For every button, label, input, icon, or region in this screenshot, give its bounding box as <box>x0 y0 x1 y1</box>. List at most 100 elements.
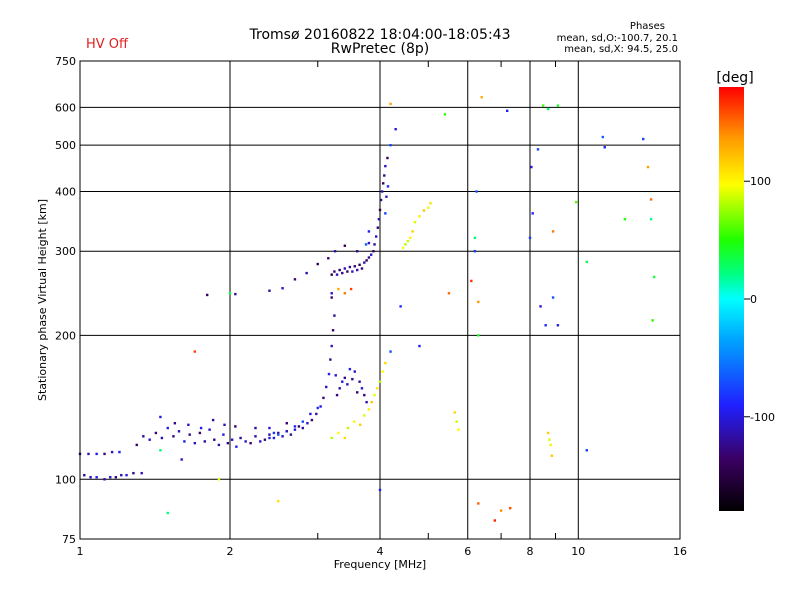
data-point-o_f_region <box>333 250 337 253</box>
data-point-scattered_cyan_green <box>166 511 169 515</box>
data-point-o_e_region <box>333 314 336 317</box>
data-point-o_blue_points <box>551 296 555 299</box>
data-point-o_e_region <box>193 441 197 445</box>
data-point-o_blue_points <box>277 433 280 436</box>
data-point-o_e_region <box>160 436 164 440</box>
data-point-x_orange_points <box>646 165 650 169</box>
data-point-o_low_layer <box>120 473 123 477</box>
data-point-o_blue_points <box>536 148 540 151</box>
y-tick-label: 300 <box>55 245 76 258</box>
data-point-x_traces <box>384 361 387 365</box>
data-point-o_e_region <box>348 367 352 371</box>
data-point-o_e_region <box>183 440 186 443</box>
hv-status-label: HV Off <box>86 37 128 52</box>
data-point-o_blue_points <box>389 143 392 147</box>
data-point-o_e_region <box>222 433 225 436</box>
data-point-scattered_cyan_green <box>652 275 656 279</box>
data-point-o_f_region <box>360 267 364 270</box>
data-point-x_orange_points <box>470 279 473 283</box>
data-point-o_e_region <box>172 435 175 438</box>
data-point-x_orange_points <box>508 506 512 510</box>
data-point-o_f_region <box>330 292 333 295</box>
data-point-x_traces <box>367 408 371 411</box>
data-point-scattered_cyan_green <box>228 292 232 295</box>
data-point-o_f_region <box>373 243 376 246</box>
x-tick-label: 6 <box>464 545 471 558</box>
data-point-o_e_region <box>223 423 226 427</box>
data-point-o_e_region <box>244 440 247 443</box>
data-point-o_low_layer <box>103 452 106 456</box>
data-point-o_low_layer <box>109 476 112 479</box>
data-point-x_orange_points <box>551 230 555 233</box>
colorbar-tick-label: 100 <box>750 175 771 188</box>
colorbar-tick-label: 0 <box>750 293 757 306</box>
data-point-x_traces <box>358 423 362 427</box>
data-point-o_e_region <box>310 418 314 422</box>
data-point-o_e_region <box>301 426 305 430</box>
data-point-o_f_region <box>343 244 347 247</box>
data-point-o_low_layer <box>132 471 135 475</box>
data-point-o_e_region <box>208 428 211 431</box>
data-point-o_blue_points <box>316 406 319 410</box>
x-axis-label: Frequency [MHz] <box>334 558 426 571</box>
data-point-o_f_region <box>343 267 347 270</box>
data-point-o_blue_points <box>531 212 534 215</box>
data-point-o_low_layer <box>87 452 90 456</box>
data-point-o_f_region <box>376 226 380 229</box>
data-point-o_e_region <box>346 383 349 386</box>
data-point-o_e_region <box>188 433 191 436</box>
data-point-x_orange_points <box>349 287 353 291</box>
data-point-x_orange_points <box>193 350 197 353</box>
data-point-x_orange_points <box>337 287 340 291</box>
data-point-o_e_region <box>330 344 333 348</box>
data-point-o_e_region <box>281 435 284 438</box>
data-point-scattered_cyan_green <box>649 218 653 221</box>
data-point-o_blue_points <box>539 305 542 308</box>
data-point-o_blue_points <box>285 430 288 433</box>
data-point-o_e_region <box>239 436 242 440</box>
phase-colorbar <box>719 87 744 511</box>
data-point-x_traces <box>549 443 552 447</box>
data-point-o_e_region <box>285 422 288 425</box>
x-tick-label: 16 <box>673 545 687 558</box>
data-point-o_blue_points <box>367 230 371 233</box>
data-point-o_e_region <box>329 358 332 361</box>
x-tick-label: 1 <box>77 545 84 558</box>
y-tick-label: 600 <box>55 101 76 114</box>
data-point-o_e_region <box>360 387 364 390</box>
data-point-o_f_region <box>355 250 359 253</box>
data-point-x_traces <box>381 370 384 373</box>
data-point-o_blue_points <box>386 185 390 188</box>
colorbar-tick-label: -100 <box>750 411 775 424</box>
data-point-x_traces <box>406 239 410 243</box>
data-point-scattered_cyan_green <box>574 200 578 204</box>
data-point-o_e_region <box>277 431 280 435</box>
data-point-o_low_layer <box>125 473 128 477</box>
data-point-o_blue_points <box>556 324 560 327</box>
data-point-x_traces <box>370 400 373 404</box>
data-point-x_orange_points <box>493 519 497 522</box>
data-point-o_f_region <box>377 218 381 221</box>
data-point-scattered_cyan_green <box>477 334 480 337</box>
data-point-o_blue_points <box>585 449 588 452</box>
data-point-o_blue_points <box>272 431 276 435</box>
data-point-o_e_region <box>331 329 335 332</box>
data-point-o_f_region <box>358 263 361 266</box>
chart-subtitle: RwPretec (8p) <box>330 41 430 57</box>
data-point-o_e_region <box>358 380 361 383</box>
data-point-x_orange_points <box>480 95 483 99</box>
data-point-o_f_region <box>205 293 209 297</box>
x-tick-label: 10 <box>571 545 585 558</box>
data-point-x_traces <box>404 243 407 246</box>
data-point-o_f_region <box>367 256 371 259</box>
y-tick-label: 75 <box>62 533 76 546</box>
data-point-o_e_region <box>154 431 158 435</box>
data-point-x_traces <box>413 221 417 224</box>
data-point-o_blue_points <box>180 458 183 461</box>
data-point-x_traces <box>548 438 551 441</box>
data-point-scattered_cyan_green <box>651 319 654 322</box>
data-point-o_f_region <box>379 198 383 202</box>
data-point-x_traces <box>409 236 412 240</box>
data-point-o_f_region <box>348 265 352 269</box>
